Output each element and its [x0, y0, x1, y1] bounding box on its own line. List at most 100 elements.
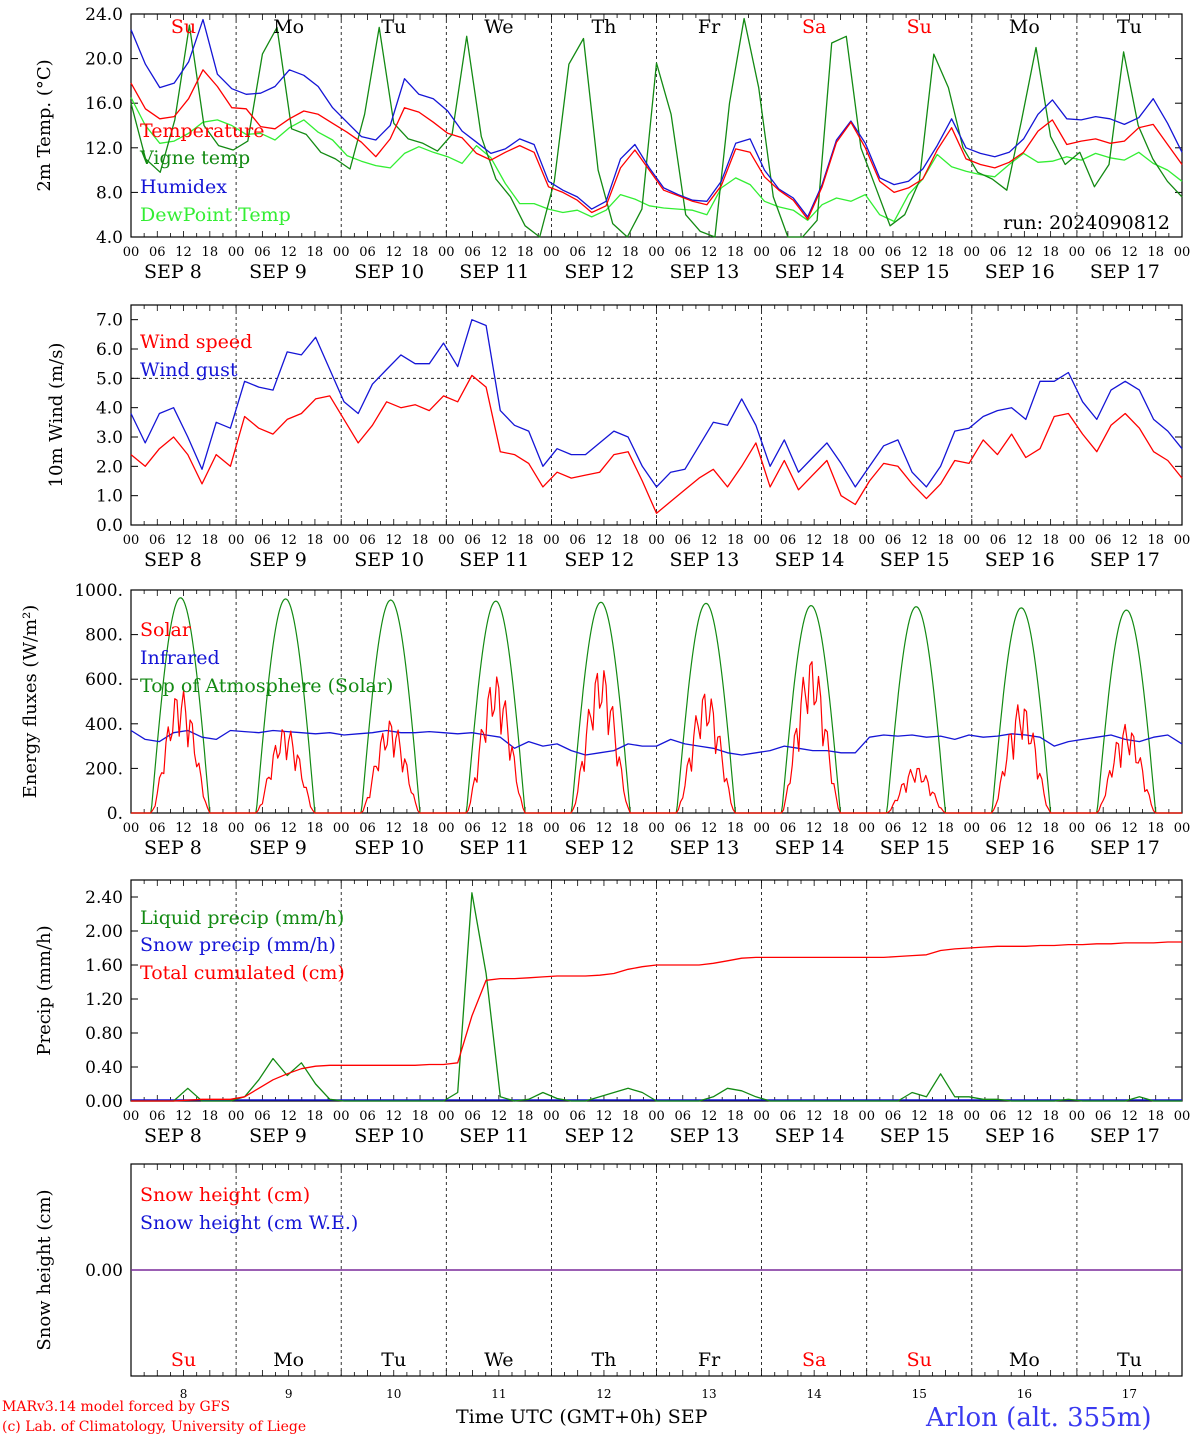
hour-tick-label: 06 — [149, 821, 166, 836]
day-number-label: 11 — [491, 1387, 506, 1401]
hour-tick-label: 18 — [412, 1109, 429, 1124]
day-number-label: 16 — [1017, 1387, 1032, 1401]
hour-tick-label: 06 — [885, 821, 902, 836]
hour-tick-label: 06 — [885, 245, 902, 260]
hour-tick-label: 00 — [648, 821, 665, 836]
hour-tick-label: 06 — [1095, 1109, 1112, 1124]
date-label: SEP 8 — [144, 1125, 202, 1147]
hour-tick-label: 18 — [937, 245, 954, 260]
date-label: SEP 11 — [459, 1125, 529, 1147]
hour-tick-label: 12 — [911, 821, 928, 836]
hour-tick-label: 06 — [780, 245, 797, 260]
hour-tick-label: 12 — [1121, 1109, 1138, 1124]
hour-tick-label: 12 — [385, 245, 402, 260]
hour-tick-label: 12 — [701, 245, 718, 260]
hour-tick-label: 12 — [491, 821, 508, 836]
y-tick-label: 4.0 — [96, 399, 123, 419]
day-number-label: 10 — [386, 1387, 401, 1401]
day-of-week-label: Mo — [273, 1349, 304, 1371]
date-label: SEP 11 — [459, 261, 529, 283]
legend-entry: Solar — [140, 619, 192, 641]
hour-tick-label: 12 — [806, 1109, 823, 1124]
y-axis-label: 10m Wind (m/s) — [46, 343, 67, 488]
hour-tick-label: 12 — [385, 821, 402, 836]
hour-tick-label: 12 — [175, 821, 192, 836]
hour-tick-label: 18 — [202, 821, 219, 836]
hour-tick-label: 18 — [832, 821, 849, 836]
series-line-3 — [130, 97, 1183, 223]
hour-tick-label: 00 — [964, 1109, 981, 1124]
hour-tick-label: 00 — [438, 533, 455, 548]
date-label: SEP 10 — [354, 1125, 424, 1147]
hour-tick-label: 18 — [622, 245, 639, 260]
hour-tick-label: 18 — [517, 533, 534, 548]
day-of-week-label: Th — [591, 16, 616, 38]
series-line-2 — [130, 18, 1183, 218]
hour-tick-label: 06 — [780, 533, 797, 548]
date-label: SEP 9 — [249, 549, 307, 571]
hour-tick-label: 06 — [990, 245, 1007, 260]
hour-tick-label: 00 — [123, 1109, 140, 1124]
y-tick-label: 7.0 — [96, 311, 123, 331]
y-axis-label: Precip (mm/h) — [34, 925, 55, 1055]
y-tick-label: 400. — [85, 715, 123, 735]
hour-tick-label: 18 — [517, 1109, 534, 1124]
hour-tick-label: 00 — [438, 1109, 455, 1124]
y-tick-label: 12.0 — [85, 139, 123, 159]
hour-tick-label: 18 — [937, 1109, 954, 1124]
day-of-week-label: Th — [591, 1349, 616, 1371]
hour-tick-label: 00 — [858, 821, 875, 836]
hour-tick-label: 06 — [675, 245, 692, 260]
panel-2: 0.0 1.0 2.0 3.0 4.0 5.0 6.0 7.0 10m Wind (m/s) Wi… — [46, 304, 1190, 571]
hour-tick-label: 06 — [885, 1109, 902, 1124]
legend-entry: Top of Atmosphere (Solar) — [140, 675, 393, 697]
hour-tick-label: 06 — [464, 245, 481, 260]
date-label: SEP 17 — [1090, 837, 1160, 859]
credit-line-2: (c) Lab. of Climatology, University of L… — [2, 1419, 307, 1435]
panel-4: 0.00 0.40 0.80 1.20 1.60 2.00 2.40 Precip (mm/h… — [34, 879, 1190, 1147]
legend-entry: Snow precip (mm/h) — [140, 934, 336, 956]
hour-tick-label: 00 — [543, 1109, 560, 1124]
hour-tick-label: 00 — [438, 821, 455, 836]
date-label: SEP 11 — [459, 549, 529, 571]
hour-tick-label: 06 — [254, 245, 271, 260]
hour-tick-label: 00 — [964, 533, 981, 548]
y-tick-label: 20.0 — [85, 50, 123, 70]
hour-tick-label: 18 — [622, 533, 639, 548]
hour-tick-label: 06 — [780, 821, 797, 836]
hour-tick-label: 00 — [333, 245, 350, 260]
hour-tick-label: 18 — [727, 821, 744, 836]
hour-tick-label: 12 — [596, 533, 613, 548]
hour-tick-label: 00 — [333, 821, 350, 836]
hour-tick-label: 12 — [175, 1109, 192, 1124]
day-of-week-label: Sa — [802, 16, 826, 38]
series-line-solar — [131, 661, 1182, 814]
credit-line-1: MARv3.14 model forced by GFS — [2, 1399, 231, 1415]
series-line-gust — [130, 319, 1183, 488]
hour-tick-label: 12 — [701, 821, 718, 836]
hour-tick-label: 18 — [937, 533, 954, 548]
y-tick-label: 1.20 — [85, 990, 123, 1010]
hour-tick-label: 12 — [385, 533, 402, 548]
date-label: SEP 15 — [880, 837, 950, 859]
hour-tick-label: 18 — [517, 821, 534, 836]
hour-tick-label: 00 — [228, 245, 245, 260]
hour-tick-label: 00 — [228, 821, 245, 836]
y-tick-label: 0.40 — [85, 1058, 123, 1078]
day-of-week-label: Su — [907, 1349, 932, 1371]
hour-tick-label: 12 — [806, 245, 823, 260]
hour-tick-label: 12 — [1121, 245, 1138, 260]
date-label: SEP 16 — [985, 261, 1055, 283]
hour-tick-label: 12 — [175, 533, 192, 548]
date-label: SEP 16 — [985, 1125, 1055, 1147]
hour-tick-label: 00 — [1069, 1109, 1086, 1124]
hour-tick-label: 00 — [648, 1109, 665, 1124]
legend-entry: Total cumulated (cm) — [140, 962, 345, 984]
series-line-liquid — [131, 892, 1182, 1102]
day-number-label: 14 — [807, 1387, 823, 1401]
date-label: SEP 17 — [1090, 1125, 1160, 1147]
series-line-speed — [130, 374, 1183, 514]
hour-tick-label: 12 — [280, 533, 297, 548]
date-label: SEP 16 — [985, 837, 1055, 859]
